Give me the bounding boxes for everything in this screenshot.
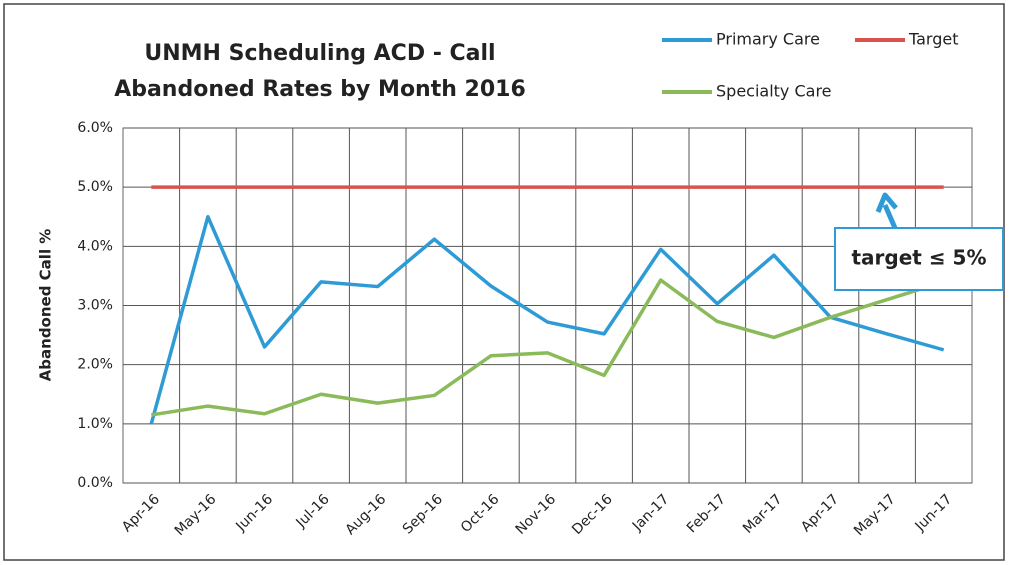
y-axis-label: Abandoned Call % [37,229,55,382]
callout-arrow [875,192,898,229]
y-tick-label: 0.0% [77,475,113,491]
legend-label: Primary Care [716,30,820,49]
annotation: target ≤ 5% [852,246,987,270]
y-tick-label: 1.0% [77,416,113,432]
line-series [151,278,945,417]
y-tick-label: 5.0% [77,179,113,195]
y-tick-label: 6.0% [77,120,113,136]
y-tick-label: 2.0% [77,357,113,373]
y-tick-label: 4.0% [77,238,113,254]
line-series [149,215,945,425]
legend-label: Specialty Care [716,82,832,101]
legend-label: Target [908,30,959,49]
y-tick-label: 3.0% [77,298,113,314]
callout-box [834,227,1004,291]
chart-title: UNMH Scheduling ACD - Call Abandoned Rate… [114,41,526,102]
